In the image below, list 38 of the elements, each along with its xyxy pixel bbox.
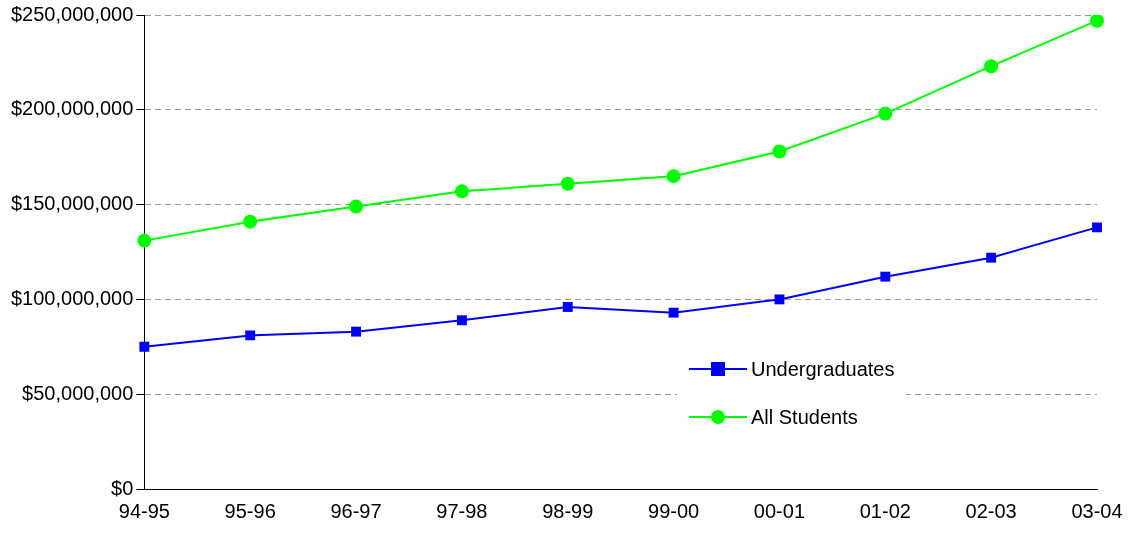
legend-label: Undergraduates (751, 357, 895, 381)
x-tick-label: 01-02 (859, 499, 911, 522)
y-tick-label: $100,000,000 (11, 286, 134, 309)
point (772, 144, 787, 159)
y-tick-label: $0 (111, 476, 134, 499)
point (878, 106, 893, 121)
x-tick-label: 97-98 (436, 499, 488, 522)
y-tick-label: $250,000,000 (11, 2, 134, 25)
point (139, 341, 150, 352)
y-tick-label: $150,000,000 (11, 192, 134, 215)
legend-label: All Students (751, 405, 858, 429)
x-tick-label: 94-95 (118, 499, 170, 522)
point (1090, 15, 1104, 28)
x-tick-label: 96-97 (330, 499, 382, 522)
x-tick-label: 00-01 (753, 499, 806, 522)
point (666, 169, 681, 184)
point (880, 271, 891, 282)
x-tick-label: 95-96 (224, 499, 276, 522)
point (774, 294, 785, 305)
point (243, 214, 258, 229)
point (1092, 222, 1102, 233)
point (668, 307, 679, 318)
y-tick-label: $200,000,000 (11, 97, 134, 120)
point (137, 233, 152, 248)
point (456, 315, 467, 326)
point (351, 326, 361, 337)
x-tick-label: 03-04 (1071, 499, 1123, 522)
x-tick-label: 99-00 (648, 499, 700, 522)
point (984, 59, 999, 74)
x-tick-label: 02-03 (965, 499, 1017, 522)
point (562, 302, 573, 312)
point (349, 199, 364, 214)
point (560, 176, 575, 191)
point (245, 330, 256, 341)
point (454, 184, 469, 199)
x-tick-label: 98-99 (542, 499, 594, 522)
y-tick-label: $50,000,000 (22, 381, 134, 404)
point (986, 252, 997, 263)
